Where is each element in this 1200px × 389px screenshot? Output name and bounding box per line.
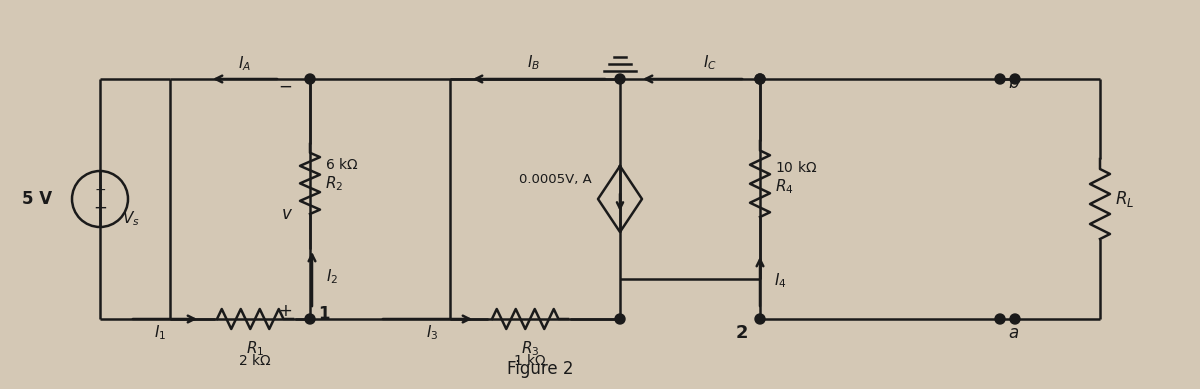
- Text: $R_1$: $R_1$: [246, 339, 264, 358]
- Text: $R_L$: $R_L$: [1115, 189, 1134, 209]
- Text: 2: 2: [736, 324, 748, 342]
- Text: 2 k$\Omega$: 2 k$\Omega$: [239, 353, 271, 368]
- Text: $I_1$: $I_1$: [154, 324, 166, 342]
- Text: $I_C$: $I_C$: [703, 54, 716, 72]
- Circle shape: [755, 314, 766, 324]
- Text: 6 k$\Omega$: 6 k$\Omega$: [325, 156, 359, 172]
- Text: $I_3$: $I_3$: [426, 324, 439, 342]
- Text: $I_A$: $I_A$: [239, 54, 252, 74]
- Text: $R_4$: $R_4$: [775, 178, 793, 196]
- Text: −: −: [278, 78, 292, 96]
- Circle shape: [616, 74, 625, 84]
- Text: $V_s$: $V_s$: [122, 210, 139, 228]
- Text: $I_2$: $I_2$: [326, 268, 338, 286]
- Text: Figure 2: Figure 2: [506, 360, 574, 378]
- Circle shape: [755, 74, 766, 84]
- Text: +: +: [94, 183, 106, 197]
- Text: +: +: [278, 302, 292, 320]
- Circle shape: [1010, 74, 1020, 84]
- Circle shape: [305, 314, 314, 324]
- Text: 0.0005V, A: 0.0005V, A: [520, 172, 592, 186]
- Circle shape: [616, 314, 625, 324]
- Text: v: v: [282, 205, 292, 223]
- Text: 1 k$\Omega$: 1 k$\Omega$: [514, 353, 547, 368]
- Text: 1: 1: [318, 305, 330, 323]
- Circle shape: [305, 74, 314, 84]
- Text: −: −: [94, 199, 107, 217]
- Circle shape: [995, 314, 1006, 324]
- Text: $R_3$: $R_3$: [521, 339, 539, 358]
- Text: a: a: [1008, 324, 1019, 342]
- Text: 10 k$\Omega$: 10 k$\Omega$: [775, 159, 817, 175]
- Text: $I_B$: $I_B$: [528, 54, 540, 72]
- Text: $R_2$: $R_2$: [325, 175, 343, 193]
- Text: b: b: [1008, 74, 1019, 92]
- Text: $I_4$: $I_4$: [774, 272, 787, 290]
- Circle shape: [755, 74, 766, 84]
- Text: 5 V: 5 V: [22, 190, 52, 208]
- Circle shape: [995, 74, 1006, 84]
- Circle shape: [1010, 314, 1020, 324]
